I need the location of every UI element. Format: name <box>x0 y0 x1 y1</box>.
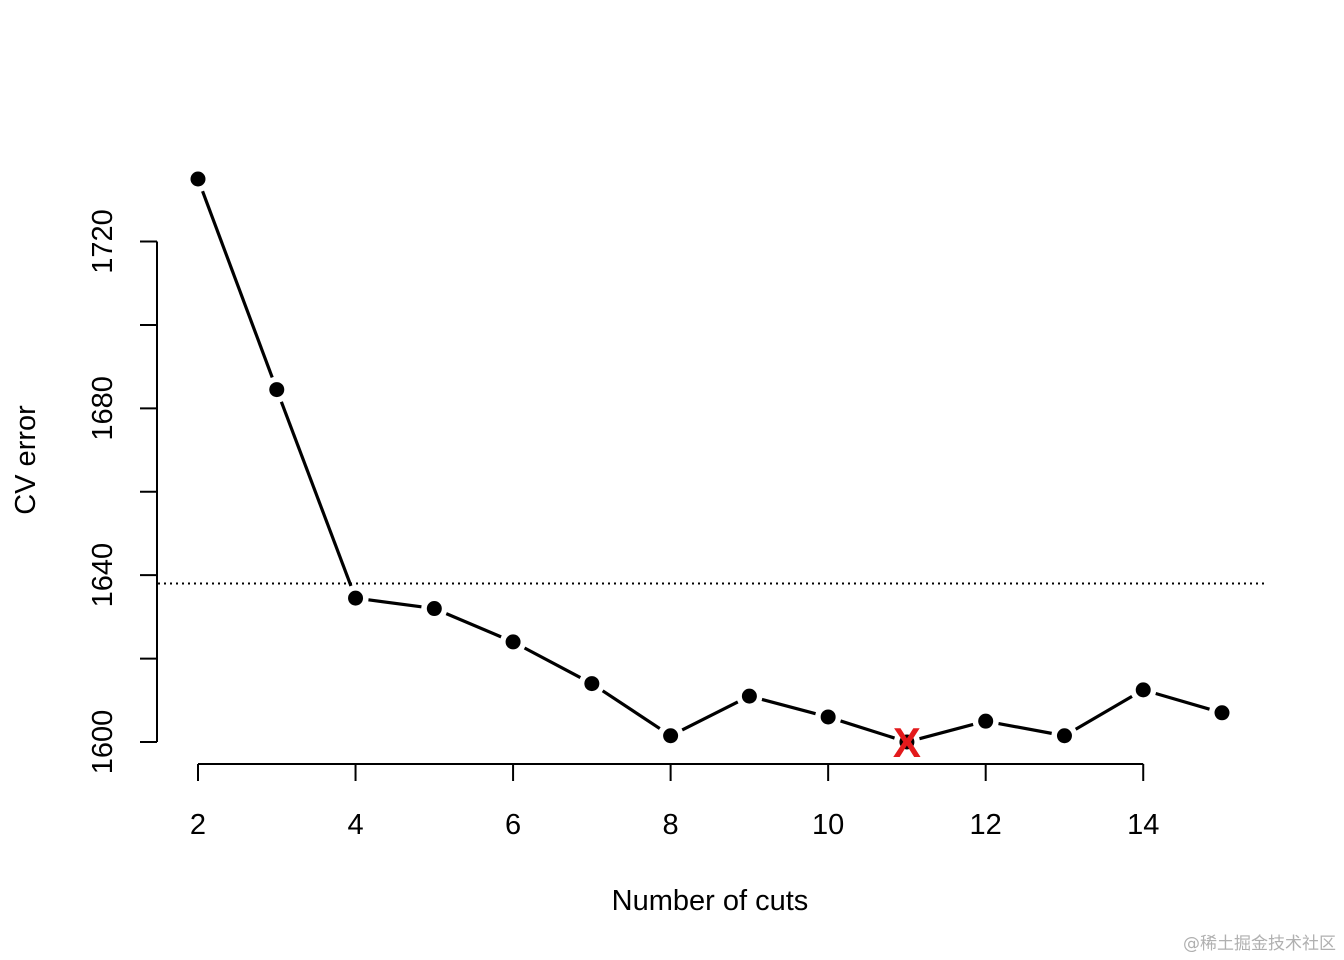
x-tick-label-12: 12 <box>970 809 1002 841</box>
y-axis: 1600 1640 1680 1720 <box>87 209 158 775</box>
y-tick-label-1600: 1600 <box>87 710 119 775</box>
data-point-2 <box>190 171 206 187</box>
x-axis: 2 4 6 8 10 12 14 <box>190 763 1159 841</box>
x-tick-label-2: 2 <box>190 809 206 841</box>
x-axis-title: Number of cuts <box>612 885 809 917</box>
series-segment <box>368 598 422 609</box>
data-point-11 <box>899 734 915 750</box>
highlight-layer: X <box>893 719 921 766</box>
y-tick-label-1680: 1680 <box>87 376 119 441</box>
data-point-6 <box>505 634 521 650</box>
series-segment <box>840 719 896 740</box>
data-point-9 <box>741 688 757 704</box>
data-point-7 <box>584 676 600 692</box>
series-segment <box>681 700 739 732</box>
y-tick-label-1640: 1640 <box>87 543 119 608</box>
data-point-8 <box>663 728 679 744</box>
x-tick-label-10: 10 <box>812 809 844 841</box>
x-tick-label-6: 6 <box>505 809 521 841</box>
x-tick-label-14: 14 <box>1127 809 1159 841</box>
data-point-12 <box>978 713 994 729</box>
series-segment <box>279 401 353 587</box>
data-point-14 <box>1135 682 1151 698</box>
series-segment <box>201 190 274 378</box>
series-layer <box>201 190 1210 741</box>
x-tick-label-4: 4 <box>347 809 363 841</box>
series-segment <box>761 697 816 716</box>
data-point-10 <box>820 709 836 725</box>
highlight-x-marker: X <box>893 719 921 766</box>
series-segment <box>919 722 974 741</box>
series-segment <box>445 612 502 639</box>
series-segment <box>523 646 582 679</box>
series-segment <box>1074 695 1133 731</box>
series-segment <box>601 689 661 730</box>
series-segment <box>1155 691 1210 711</box>
y-axis-title: CV error <box>10 405 42 515</box>
y-tick-label-1720: 1720 <box>87 209 119 274</box>
watermark-text: @稀土掘金技术社区 <box>1183 934 1336 954</box>
points-layer <box>190 171 1230 750</box>
data-point-5 <box>426 601 442 617</box>
x-tick-label-8: 8 <box>663 809 679 841</box>
data-point-15 <box>1214 705 1230 721</box>
data-point-13 <box>1056 728 1072 744</box>
data-point-4 <box>348 590 364 606</box>
data-point-3 <box>269 382 285 398</box>
series-segment <box>998 721 1052 735</box>
